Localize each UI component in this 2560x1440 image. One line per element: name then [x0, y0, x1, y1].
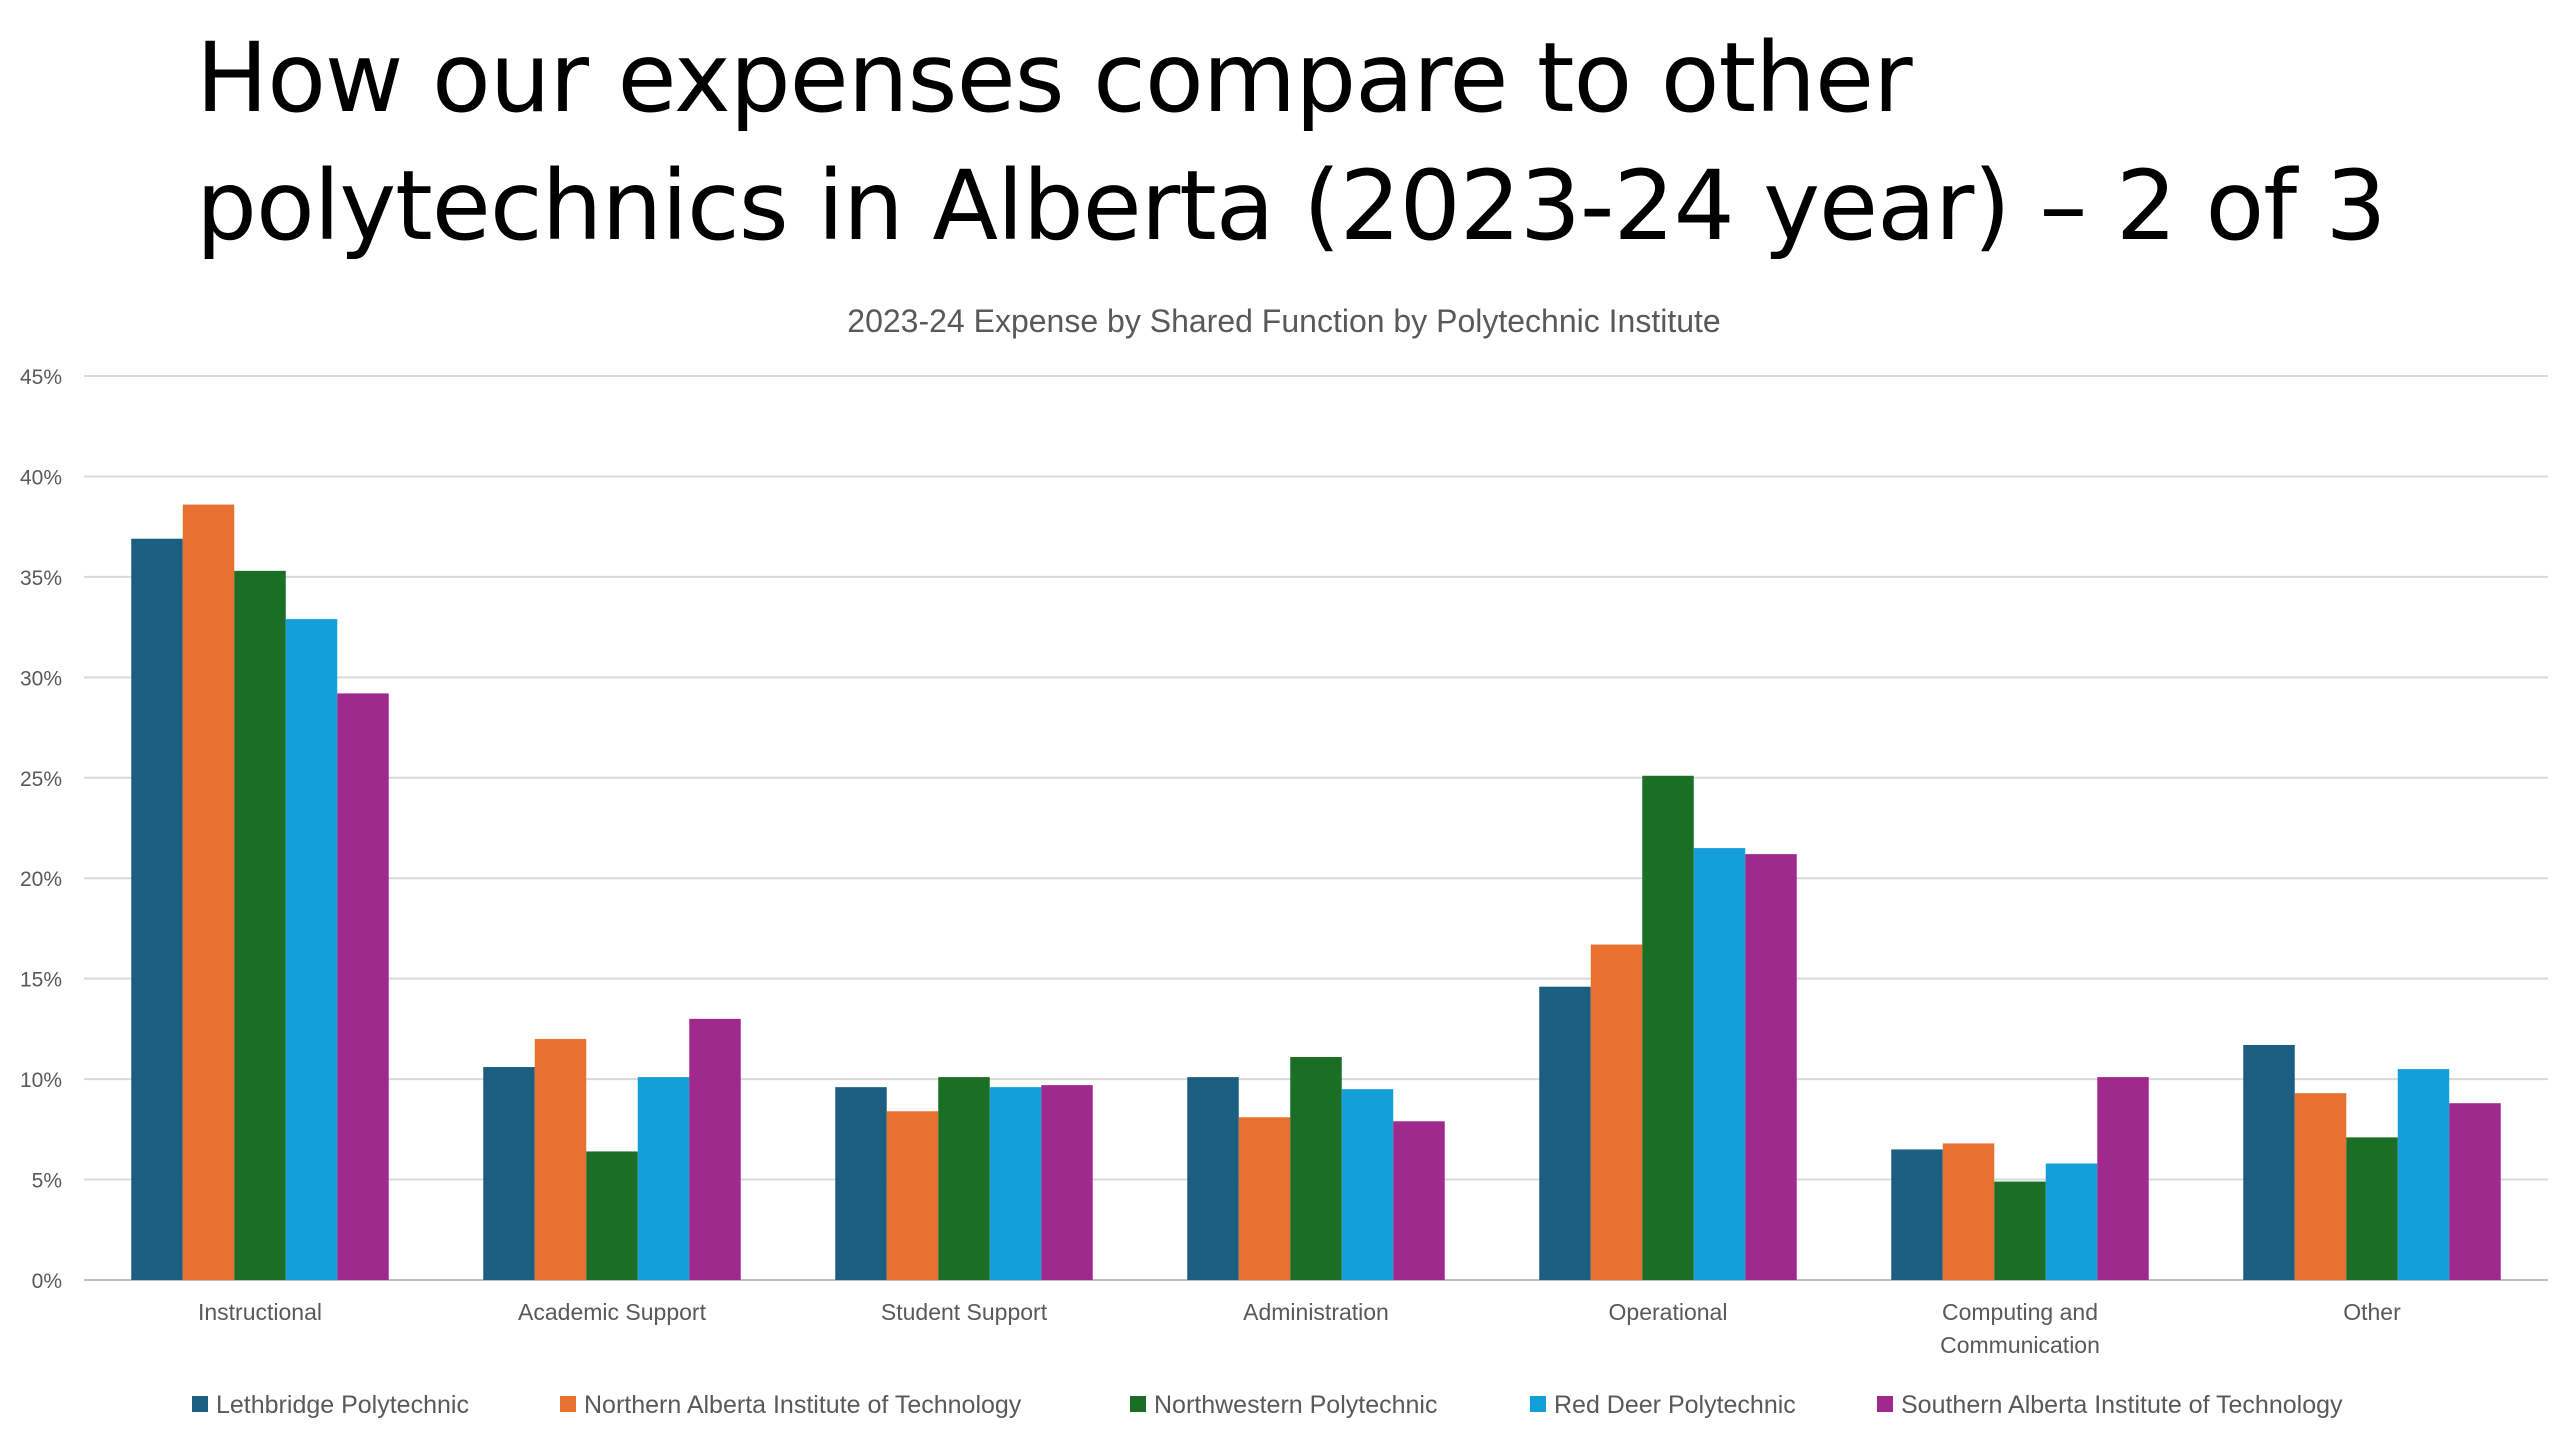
bar-chart: 2023-24 Expense by Shared Function by Po…: [20, 303, 2548, 1419]
legend: Lethbridge Polytechnic Northern Alberta I…: [192, 1391, 2343, 1419]
y-tick-label: 10%: [20, 1069, 62, 1092]
bar: [2346, 1137, 2398, 1280]
legend-label: Northern Alberta Institute of Technology: [584, 1391, 1022, 1419]
bar: [483, 1067, 535, 1280]
series-bars: [337, 693, 2501, 1280]
series-bars: [131, 538, 2295, 1280]
x-tick-label: Administration: [1243, 1299, 1389, 1325]
chart-title: 2023-24 Expense by Shared Function by Po…: [847, 303, 1720, 339]
legend-item: Lethbridge Polytechnic: [192, 1391, 469, 1419]
bar: [1539, 986, 1591, 1280]
y-tick-label: 5%: [32, 1170, 62, 1193]
bar: [1745, 854, 1797, 1280]
bar: [1290, 1057, 1342, 1280]
legend-swatch: [1530, 1396, 1546, 1412]
y-tick-label: 15%: [20, 969, 62, 992]
bar: [1238, 1117, 1291, 1280]
legend-swatch: [192, 1396, 208, 1412]
x-tick-label: Communication: [1940, 1332, 2100, 1358]
bar: [938, 1077, 990, 1280]
bar: [1891, 1149, 1943, 1280]
legend-item: Northwestern Polytechnic: [1130, 1391, 1437, 1419]
bar: [1942, 1143, 1995, 1280]
bar: [131, 538, 183, 1280]
legend-swatch: [1877, 1396, 1893, 1412]
bar: [1341, 1089, 1394, 1280]
bar: [689, 1018, 741, 1280]
y-tick-label: 25%: [20, 768, 62, 791]
bar: [1642, 775, 1694, 1280]
bar: [182, 504, 235, 1280]
bar: [534, 1038, 587, 1280]
x-tick-label: Student Support: [881, 1299, 1048, 1325]
bar: [2397, 1069, 2450, 1280]
legend-swatch: [560, 1396, 576, 1412]
bar: [1994, 1181, 2046, 1280]
bar: [2294, 1093, 2347, 1280]
x-tick-label: Operational: [1609, 1299, 1728, 1325]
bar: [1590, 944, 1643, 1280]
slide-title-line-1: How our expenses compare to other: [196, 22, 1913, 134]
bar: [2097, 1077, 2149, 1280]
legend-label: Lethbridge Polytechnic: [216, 1391, 469, 1419]
series-bars: [234, 570, 2398, 1280]
y-tick-label: 30%: [20, 667, 62, 690]
legend-label: Northwestern Polytechnic: [1154, 1391, 1437, 1419]
bar: [285, 619, 338, 1280]
bar: [2243, 1044, 2295, 1280]
bar: [1393, 1121, 1445, 1280]
slide-title: How our expenses compare to other polyte…: [196, 14, 2496, 270]
series-bars: [285, 619, 2450, 1280]
y-tick-label: 45%: [20, 366, 62, 389]
bar: [637, 1077, 690, 1280]
y-axis-tick-labels: 0% 5% 10% 15% 20% 25% 30% 35% 40% 45%: [20, 366, 62, 1293]
legend-swatch: [1130, 1396, 1146, 1412]
slide-title-line-2: polytechnics in Alberta (2023-24 year) –…: [196, 150, 2387, 262]
x-tick-label: Other: [2343, 1299, 2401, 1325]
legend-item: Northern Alberta Institute of Technology: [560, 1391, 1022, 1419]
x-tick-label: Instructional: [198, 1299, 322, 1325]
bar: [337, 693, 389, 1280]
bar: [989, 1087, 1042, 1280]
bar: [586, 1151, 638, 1280]
y-tick-label: 0%: [32, 1270, 62, 1293]
y-tick-label: 35%: [20, 567, 62, 590]
bar: [2045, 1163, 2098, 1280]
legend-item: Red Deer Polytechnic: [1530, 1391, 1796, 1419]
bar: [886, 1111, 939, 1280]
legend-item: Southern Alberta Institute of Technology: [1877, 1391, 2343, 1419]
y-tick-label: 20%: [20, 868, 62, 891]
bar: [1041, 1085, 1093, 1280]
y-tick-label: 40%: [20, 466, 62, 489]
bar: [1693, 848, 1746, 1280]
x-tick-label: Computing and: [1942, 1299, 2098, 1325]
legend-label: Southern Alberta Institute of Technology: [1901, 1391, 2343, 1419]
legend-label: Red Deer Polytechnic: [1554, 1391, 1796, 1419]
bars: [131, 504, 2501, 1280]
bar: [1187, 1077, 1239, 1280]
bar: [835, 1087, 887, 1280]
x-tick-label: Academic Support: [518, 1299, 707, 1325]
series-bars: [182, 504, 2347, 1280]
x-axis-tick-labels: Instructional Academic Support Student Sup…: [198, 1299, 2401, 1358]
bar: [234, 570, 286, 1280]
bar: [2449, 1103, 2501, 1280]
